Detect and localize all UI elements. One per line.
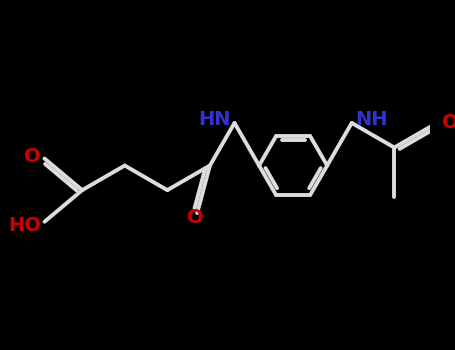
Text: HN: HN [198, 110, 231, 129]
Text: O: O [187, 208, 203, 227]
Text: O: O [24, 147, 40, 166]
Text: HO: HO [8, 216, 40, 235]
Text: O: O [442, 113, 455, 132]
Text: NH: NH [355, 110, 388, 129]
